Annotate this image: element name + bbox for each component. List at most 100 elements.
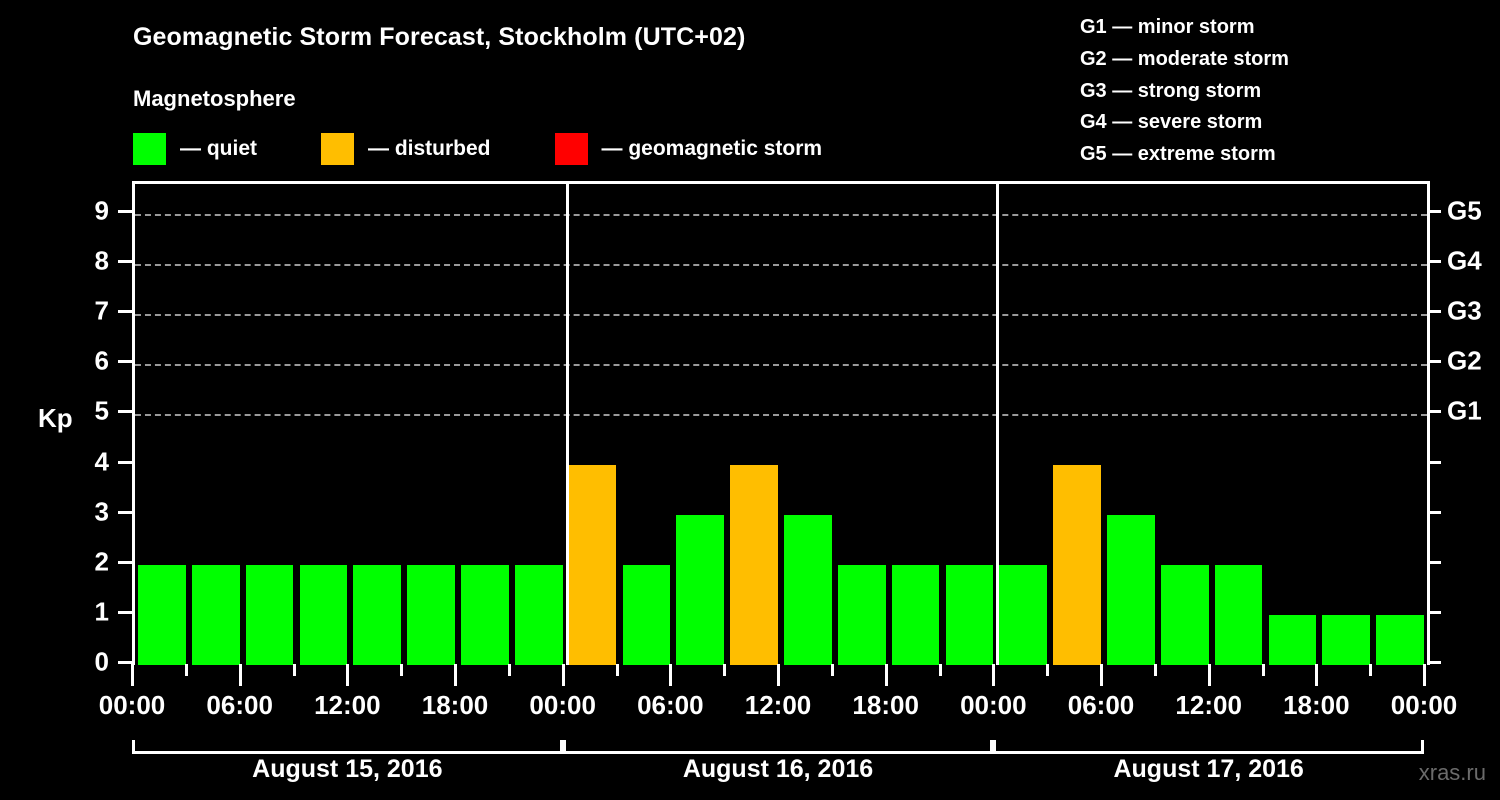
bar [407, 564, 455, 665]
bar [1214, 564, 1263, 665]
y-tick-9 [118, 210, 132, 214]
x-tick-3 [292, 664, 296, 676]
right-tick-kp-1 [1427, 610, 1441, 614]
x-tick-label-6: 12:00 [744, 690, 812, 720]
day-separator-1 [565, 184, 569, 665]
y-tick-label-4: 4 [94, 446, 109, 477]
x-tick-label-12: 00:00 [1390, 690, 1458, 720]
page-title: Geomagnetic Storm Forecast, Stockholm (U… [133, 23, 746, 51]
date-bracket-1 [132, 740, 563, 754]
right-tick-kp-6 [1427, 360, 1441, 364]
watermark: xras.ru [1418, 760, 1486, 785]
x-tick-label-8: 00:00 [960, 690, 1027, 720]
bar [191, 564, 240, 665]
x-tick-16 [992, 664, 996, 686]
legend-label-storm: — geomagnetic storm [601, 137, 823, 160]
g-scale-line-g3: G3 — strong storm [1080, 79, 1262, 102]
bar [730, 464, 778, 665]
x-tick-label-3: 18:00 [421, 690, 489, 720]
right-tick-kp-0 [1427, 661, 1441, 664]
y-tick-label-9: 9 [94, 195, 109, 226]
x-tick-17 [1046, 664, 1050, 676]
bar [676, 514, 725, 665]
x-tick-24 [1423, 664, 1426, 686]
x-tick-label-2: 12:00 [314, 690, 381, 720]
gridline-kp-8 [135, 264, 1427, 267]
x-tick-7 [507, 664, 511, 676]
date-bracket-2 [562, 740, 994, 754]
bar [945, 564, 994, 665]
x-tick-13 [830, 664, 834, 676]
right-tick-kp-5 [1427, 410, 1441, 414]
x-tick-23 [1369, 664, 1373, 676]
bar [1107, 514, 1155, 665]
y-tick-8 [118, 260, 132, 264]
bar [891, 564, 940, 665]
plot-area [132, 181, 1430, 665]
bar [353, 564, 402, 665]
plot-inner [135, 184, 1427, 665]
bar [138, 564, 186, 665]
x-tick-20 [1207, 664, 1211, 686]
x-tick-0 [131, 664, 134, 686]
x-tick-4 [346, 664, 350, 686]
x-tick-label-1: 06:00 [206, 690, 273, 720]
legend-label-disturbed: — disturbed [368, 137, 491, 160]
x-tick-label-7: 18:00 [852, 690, 919, 720]
right-tick-kp-2 [1427, 560, 1441, 564]
right-axis-label-g5: G5 [1447, 195, 1482, 226]
legend-item-quiet: — quiet [133, 133, 257, 165]
y-tick-label-8: 8 [94, 245, 109, 276]
x-tick-18 [1100, 664, 1103, 686]
right-tick-kp-9 [1427, 210, 1441, 214]
gridline-kp-6 [135, 364, 1427, 367]
y-tick-label-7: 7 [94, 295, 109, 326]
x-tick-8 [561, 664, 565, 686]
x-tick-21 [1261, 664, 1265, 676]
y-tick-6 [118, 360, 132, 364]
right-axis-label-g2: G2 [1447, 345, 1482, 376]
y-tick-4 [118, 460, 132, 464]
g-scale-line-g4: G4 — severe storm [1080, 111, 1263, 134]
legend-swatch-storm [554, 133, 588, 165]
x-tick-9 [615, 664, 619, 676]
y-tick-0 [118, 661, 132, 664]
gridline-kp-7 [135, 314, 1427, 317]
x-tick-11 [723, 664, 727, 676]
bar [622, 564, 671, 665]
y-tick-label-1: 1 [94, 596, 109, 627]
x-tick-2 [238, 664, 242, 686]
bar [1160, 564, 1209, 665]
g-scale-line-g5: G5 — extreme storm [1080, 143, 1276, 166]
y-tick-1 [118, 610, 132, 614]
x-tick-5 [400, 664, 404, 676]
x-tick-22 [1315, 664, 1319, 686]
date-label-1: August 15, 2016 [252, 755, 443, 783]
legend-swatch-disturbed [321, 133, 354, 165]
right-axis-label-g1: G1 [1447, 395, 1482, 426]
day-separator-2 [996, 184, 1000, 665]
g-scale-legend: G1 — minor storm G2 — moderate storm G3 … [1080, 12, 1289, 171]
bar [1268, 614, 1317, 665]
x-tick-14 [884, 664, 888, 686]
bar [514, 564, 563, 665]
legend-swatch-quiet [133, 133, 166, 165]
bar [1376, 614, 1424, 665]
bar [245, 564, 294, 665]
y-tick-label-3: 3 [94, 496, 109, 527]
x-tick-label-10: 12:00 [1175, 690, 1242, 720]
x-tick-12 [777, 664, 780, 686]
bar [1053, 464, 1101, 665]
y-tick-label-6: 6 [94, 345, 109, 376]
y-tick-5 [118, 410, 132, 414]
y-tick-2 [118, 560, 132, 564]
bar [999, 564, 1048, 665]
y-axis-label: Kp [38, 403, 73, 433]
bar [461, 564, 509, 665]
legend-item-storm: — geomagnetic storm [554, 133, 823, 165]
right-tick-kp-4 [1427, 460, 1441, 464]
y-tick-label-0: 0 [94, 646, 109, 677]
right-tick-kp-3 [1427, 510, 1441, 514]
x-tick-1 [184, 664, 188, 676]
y-tick-7 [118, 310, 132, 314]
